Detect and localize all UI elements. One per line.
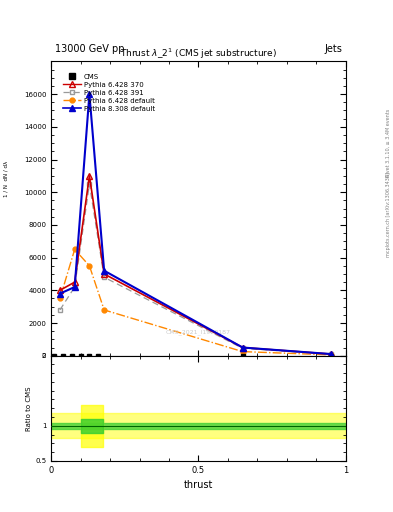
Pythia 6.428 370	[58, 287, 62, 293]
Pythia 6.428 default	[102, 307, 107, 313]
Pythia 8.308 default	[87, 91, 92, 97]
Pythia 6.428 default	[58, 295, 62, 302]
Text: 13000 GeV pp: 13000 GeV pp	[55, 44, 125, 54]
Pythia 6.428 370	[72, 279, 77, 285]
Line: Pythia 6.428 391: Pythia 6.428 391	[57, 182, 334, 357]
Pythia 6.428 default	[329, 352, 333, 358]
Pythia 6.428 370	[329, 351, 333, 357]
Pythia 6.428 default	[241, 349, 245, 355]
Pythia 6.428 391	[72, 284, 77, 290]
Pythia 6.428 default	[72, 246, 77, 252]
Text: mcplots.cern.ch [arXiv:1306.3436]: mcplots.cern.ch [arXiv:1306.3436]	[386, 173, 391, 258]
Pythia 6.428 391	[87, 181, 92, 187]
Pythia 6.428 391	[329, 351, 333, 357]
Pythia 6.428 391	[241, 345, 245, 351]
Line: Pythia 6.428 370: Pythia 6.428 370	[57, 173, 334, 357]
Pythia 8.308 default	[329, 351, 333, 357]
Pythia 8.308 default	[102, 268, 107, 274]
Line: Pythia 6.428 default: Pythia 6.428 default	[57, 247, 334, 357]
Pythia 6.428 391	[102, 274, 107, 280]
Text: 1 / N  dN / dλ: 1 / N dN / dλ	[4, 161, 9, 197]
Pythia 6.428 370	[102, 271, 107, 277]
Pythia 6.428 391	[58, 307, 62, 313]
Pythia 6.428 370	[87, 173, 92, 179]
Pythia 6.428 default	[87, 263, 92, 269]
Pythia 8.308 default	[241, 345, 245, 351]
Pythia 8.308 default	[72, 284, 77, 290]
Title: Thrust $\lambda\_2^1$ (CMS jet substructure): Thrust $\lambda\_2^1$ (CMS jet substruct…	[120, 47, 277, 61]
Text: CMS_2021_I1920187: CMS_2021_I1920187	[166, 329, 231, 335]
Pythia 6.428 370	[241, 345, 245, 351]
Legend: CMS, Pythia 6.428 370, Pythia 6.428 391, Pythia 6.428 default, Pythia 8.308 defa: CMS, Pythia 6.428 370, Pythia 6.428 391,…	[61, 71, 158, 115]
Line: Pythia 8.308 default: Pythia 8.308 default	[57, 91, 334, 357]
Text: Jets: Jets	[324, 44, 342, 54]
X-axis label: thrust: thrust	[184, 480, 213, 490]
Text: Rivet 3.1.10, ≥ 3.4M events: Rivet 3.1.10, ≥ 3.4M events	[386, 109, 391, 178]
Y-axis label: Ratio to CMS: Ratio to CMS	[26, 386, 32, 431]
Pythia 8.308 default	[58, 290, 62, 296]
